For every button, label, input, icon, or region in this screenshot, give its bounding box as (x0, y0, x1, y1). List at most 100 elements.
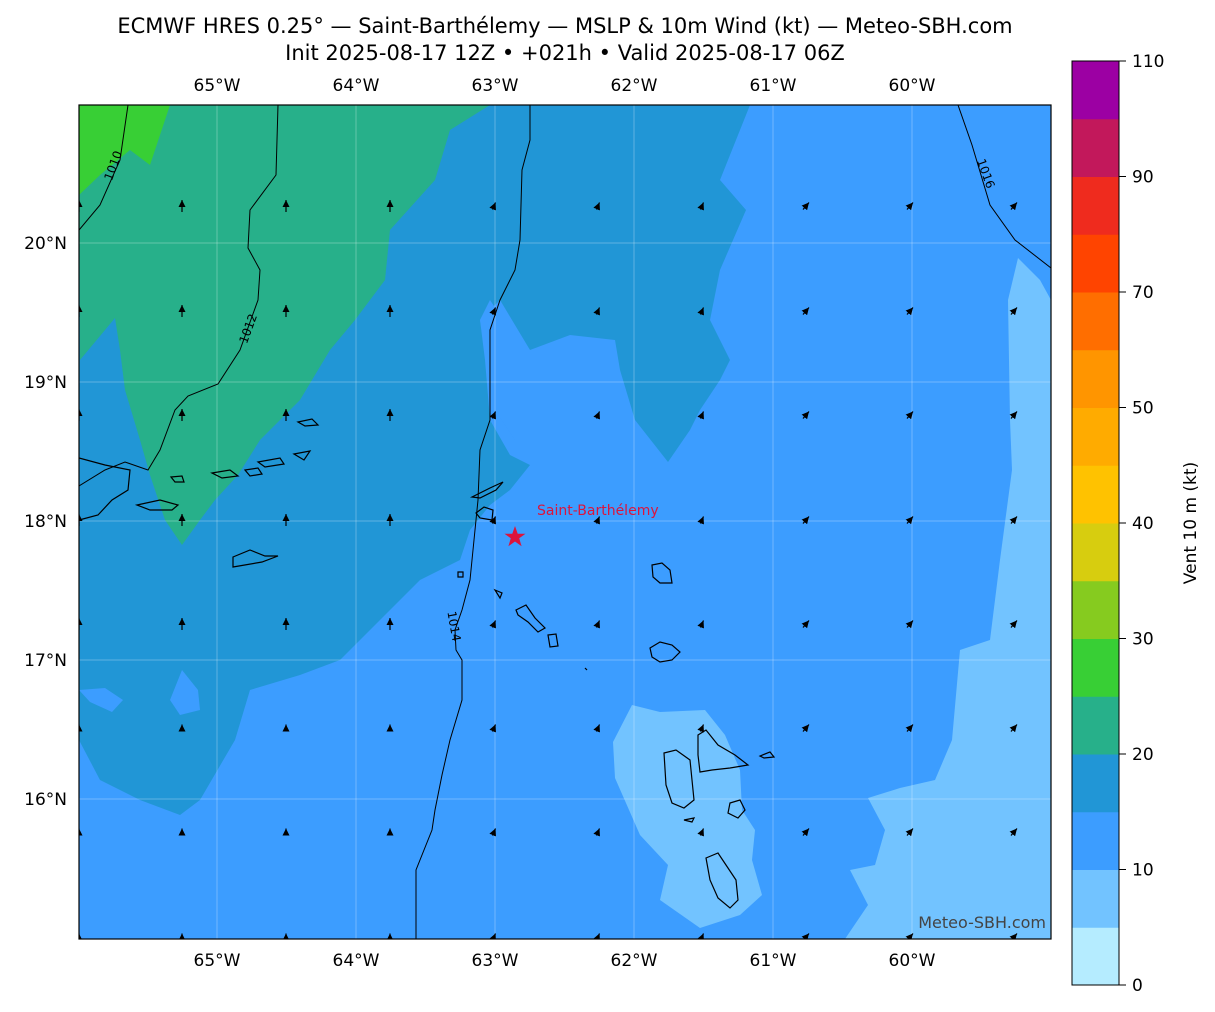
colorbar (1072, 61, 1119, 986)
st-martin-coast (475, 506, 494, 521)
wind-arrow (905, 933, 914, 939)
wind-arrow (905, 620, 914, 629)
watermark: Meteo-SBH.com (918, 913, 1046, 932)
wind-arrow (697, 933, 705, 939)
lon-label-top-64w: 64°W (333, 76, 380, 96)
colorbar-band (1072, 638, 1119, 697)
wind-arrow (905, 724, 914, 733)
wind-arrow (593, 620, 601, 629)
colorbar-band (1072, 234, 1119, 293)
wind-fill-5-10-east (845, 258, 1051, 939)
lon-label-top-62w: 62°W (611, 76, 658, 96)
saba-coast (457, 571, 464, 578)
isobar-1010-line (79, 105, 129, 231)
lon-label-top-60w: 60°W (889, 76, 936, 96)
wind-fill-20-25 (79, 105, 490, 545)
wind-arrow (1009, 307, 1018, 316)
colorbar-tick-label: 30 (1132, 630, 1154, 650)
wind-arrow (801, 202, 810, 211)
saint-barthelemy-label: Saint-Barthélemy (537, 503, 659, 519)
barbuda-coast (651, 562, 673, 584)
lat-label-17n: 17°N (24, 651, 67, 671)
colorbar-band (1072, 61, 1119, 120)
wind-arrow (801, 620, 810, 629)
wind-arrow (1009, 828, 1018, 837)
wind-fill-10-15-patch2 (79, 688, 123, 712)
dominica-coast (705, 852, 739, 909)
colorbar-tick-label: 0 (1132, 976, 1143, 996)
colorbar-label: Vent 10 m (kt) (1181, 462, 1201, 584)
wind-arrow (1009, 933, 1018, 939)
wind-arrow (697, 516, 705, 525)
guadeloupe-grande-terre-coast (697, 729, 750, 773)
lat-label-16n: 16°N (24, 790, 67, 810)
lon-label-top-63w: 63°W (472, 76, 519, 96)
lon-label-bottom-65w: 65°W (194, 951, 241, 971)
colorbar-tick-label: 70 (1132, 283, 1154, 303)
antigua-coast (649, 641, 681, 663)
colorbar-band (1072, 292, 1119, 351)
wind-fill-10-15-patch3 (170, 670, 200, 715)
lon-label-bottom-63w: 63°W (472, 951, 519, 971)
wind-arrow (593, 724, 601, 733)
wind-arrow (801, 828, 810, 837)
wind-arrow (1009, 620, 1018, 629)
map-subtitle: Init 2025-08-17 12Z • +021h • Valid 2025… (285, 41, 845, 65)
colorbar-band (1072, 811, 1119, 870)
wind-arrow (1009, 516, 1018, 525)
colorbar-tick-label: 90 (1132, 168, 1154, 188)
anegada-coast (296, 418, 320, 427)
wind-arrow (593, 307, 601, 316)
redonda-coast (584, 667, 588, 671)
st-john-coast (243, 467, 264, 477)
colorbar-band (1072, 580, 1119, 639)
lon-label-bottom-64w: 64°W (333, 951, 380, 971)
colorbar-band (1072, 869, 1119, 928)
wind-arrow (593, 202, 601, 211)
wind-arrow (593, 411, 601, 420)
wind-arrow (801, 724, 810, 733)
wind-arrow (697, 411, 705, 420)
wind-arrow (1009, 724, 1018, 733)
wind-arrow (905, 307, 914, 316)
wind-fill-5-10-guadeloupe (613, 705, 762, 928)
culebra-coast (169, 475, 185, 483)
wind-arrow (905, 411, 914, 420)
colorbar-band (1072, 523, 1119, 582)
map-title: ECMWF HRES 0.25° — Saint-Barthélemy — MS… (117, 14, 1013, 38)
wind-arrow (489, 933, 497, 939)
wind-arrow (489, 202, 497, 211)
wind-arrow (801, 516, 810, 525)
colorbar-band (1072, 754, 1119, 813)
wind-arrow (801, 933, 810, 939)
vieques-coast (134, 499, 180, 511)
lon-label-top-65w: 65°W (194, 76, 241, 96)
wind-arrow (489, 828, 497, 837)
colorbar-tick-label: 50 (1132, 399, 1154, 419)
nevis-coast (515, 604, 546, 633)
wind-arrow (489, 411, 497, 420)
guadeloupe-basse-terre-coast (663, 749, 695, 809)
map-frame (78, 104, 1052, 940)
isobar-1014-line (415, 105, 531, 939)
lat-label-20n: 20°N (24, 234, 67, 254)
wind-arrow (489, 307, 497, 316)
wind-arrow (905, 516, 914, 525)
lon-label-bottom-61w: 61°W (750, 951, 797, 971)
colorbar-tick-label: 110 (1132, 52, 1164, 72)
colorbar-band (1072, 696, 1119, 755)
colorbar-band (1072, 465, 1119, 524)
wind-arrow (593, 516, 601, 525)
colorbar-band (1072, 176, 1119, 235)
wind-arrow (697, 620, 705, 629)
colorbar-band (1072, 349, 1119, 408)
saint-barthelemy-marker (504, 526, 526, 547)
marie-galante-coast (727, 799, 746, 819)
colorbar-band (1072, 407, 1119, 466)
st-thomas-coast (210, 469, 240, 479)
wind-fill-10-15-patch (480, 300, 550, 445)
wind-arrow (697, 724, 705, 733)
wind-arrow (801, 411, 810, 420)
wind-arrow (697, 307, 705, 316)
